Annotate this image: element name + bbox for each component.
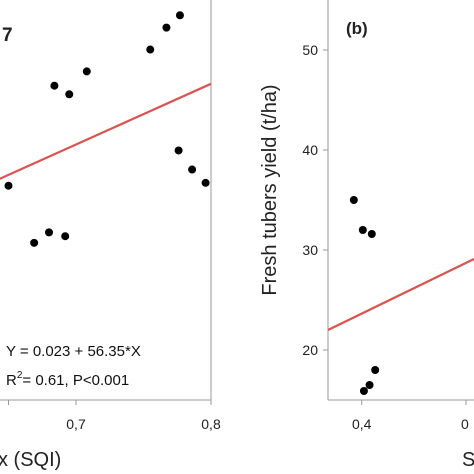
- panel-b-y-tick-label: 30: [302, 242, 318, 258]
- panel-a-x-label: x (SQI): [0, 449, 61, 471]
- panel-a-point: [45, 228, 53, 237]
- panel-b: (b) Fresh tubers yield (t/ha) 20 30 40 50 0…: [259, 0, 474, 471]
- panel-a-point: [188, 165, 197, 174]
- panel-a-points: [4, 11, 210, 247]
- r2-rest: = 0.61, P<0.001: [22, 372, 129, 389]
- panel-a-point: [175, 11, 184, 20]
- panel-a-x-ticks: 0,7 0,8: [8, 400, 221, 432]
- panel-a-point: [82, 67, 91, 76]
- panel-a-label: 7: [2, 25, 13, 46]
- panel-b-x-tick-partial: 0: [461, 416, 469, 432]
- panel-b-x-label: S: [462, 449, 474, 471]
- panel-b-x-tick-label: 0,4: [352, 416, 372, 432]
- panel-a-point: [65, 90, 74, 99]
- panel-a-point: [174, 146, 183, 155]
- panel-b-fit-line: [327, 258, 474, 331]
- panel-a-x-tick-label: 0,8: [201, 416, 221, 432]
- r2-r: R: [6, 372, 17, 389]
- panel-a-point: [61, 232, 70, 241]
- panel-a-r2: R2= 0.61, P<0.001: [6, 370, 129, 389]
- panel-b-points: [349, 196, 380, 395]
- panel-a-point: [201, 178, 210, 187]
- panel-a-fit-line: [0, 82, 212, 180]
- panel-b-point: [358, 226, 367, 234]
- panel-b-point: [371, 366, 380, 374]
- panel-a-equation: Y = 0.023 + 56.35*X: [6, 343, 141, 360]
- panel-a-x-tick-label: 0,7: [66, 416, 86, 432]
- panel-b-point: [359, 387, 368, 395]
- panel-a-point: [4, 181, 13, 190]
- panel-b-point: [365, 381, 374, 389]
- panel-b-y-label: Fresh tubers yield (t/ha): [259, 84, 281, 295]
- panel-a-point: [50, 81, 59, 90]
- panel-b-y-ticks: 20 30 40 50: [302, 42, 328, 358]
- panel-b-y-tick-label: 40: [302, 142, 318, 158]
- r2-superscript: 2: [17, 370, 23, 381]
- panel-b-y-tick-label: 50: [302, 42, 318, 58]
- panel-b-x-ticks: 0,4: [352, 400, 467, 432]
- panel-a-point: [146, 45, 155, 54]
- panel-b-point: [349, 196, 358, 204]
- panel-b-point: [367, 230, 376, 238]
- panel-a-point: [162, 23, 171, 32]
- panel-b-label: (b): [346, 19, 368, 38]
- panel-a: 7 0,7 0,8 Y = 0.023 + 56.35*X R2= 0.61, P…: [0, 0, 221, 471]
- panel-b-y-tick-label: 20: [302, 342, 318, 358]
- panel-a-point: [30, 238, 39, 247]
